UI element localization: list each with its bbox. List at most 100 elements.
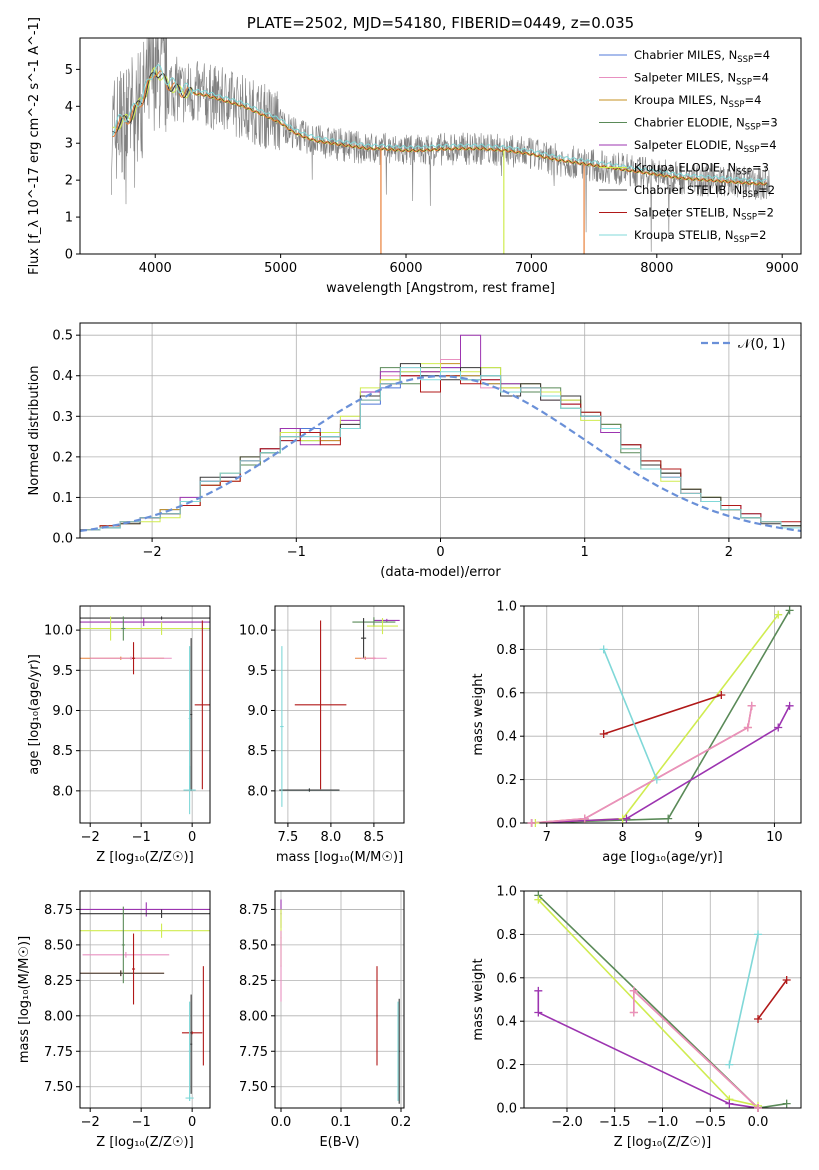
x-tick-label: 0.0 [271,1115,292,1130]
x-axis-label: E(B-V) [319,1135,359,1150]
y-tick-label: 8.00 [239,1009,268,1024]
x-tick-label: 0 [188,830,196,845]
y-axis-label: mass weight [471,673,486,755]
weight-line [757,979,788,1020]
x-tick-label: −1 [132,830,151,845]
y-tick-label: 0.0 [52,532,73,547]
axes-frame [79,890,211,1109]
x-tick-label: 0 [436,545,444,560]
weight-line [531,705,791,823]
y-tick-label: 0.0 [496,817,517,832]
weight-marker [754,1015,763,1024]
y-axis-label: mass [log₁₀(M/M☉)] [17,936,32,1063]
y-tick-label: 9.5 [52,664,73,679]
x-tick-label: 2 [725,545,733,560]
weight-marker [754,930,763,939]
y-tick-label: 0.2 [496,1058,517,1073]
y-tick-label: 8.0 [52,784,73,799]
y-tick-label: 0.2 [52,450,73,465]
y-tick-label: 1 [65,211,73,226]
y-tick-label: 9.0 [52,704,73,719]
y-tick-label: 10.0 [239,624,268,639]
weight-marker [774,610,783,619]
legend-label: Kroupa MILES, NSSP=4 [634,93,761,110]
x-tick-label: 0 [188,1115,196,1130]
y-tick-label: 0.5 [52,329,73,344]
chart-title: PLATE=2502, MJD=54180, FIBERID=0449, z=0… [247,14,634,32]
weight-marker [629,1008,638,1017]
legend-label: 𝒩(0, 1) [738,337,785,352]
legend-label: Salpeter STELIB, NSSP=2 [634,206,774,223]
x-tick-label: −0.5 [694,1115,726,1130]
weight-marker [599,730,608,739]
y-tick-label: 7.75 [239,1045,268,1060]
weight-marker [629,986,638,995]
model-spectrum-line [112,64,767,182]
axes-frame [274,890,405,1109]
axes-frame [79,605,211,824]
x-tick-label: 10 [766,830,783,845]
x-axis-label: Z [log₁₀(Z/Z☉)] [96,850,193,865]
y-tick-label: 9.0 [247,704,268,719]
y-tick-label: 8.75 [44,903,73,918]
legend-label: Kroupa STELIB, NSSP=2 [634,228,766,245]
weight-marker [754,1104,763,1112]
x-tick-label: 9000 [766,261,799,276]
y-tick-label: 4 [65,100,73,115]
x-tick-label: −1 [132,1115,151,1130]
x-tick-label: 0.2 [391,1115,412,1130]
y-tick-label: 0.6 [496,971,517,986]
weight-marker [725,1060,734,1069]
x-tick-label: 1 [581,545,589,560]
weight-line [602,649,658,780]
x-tick-label: −1.0 [647,1115,679,1130]
chart-z-weight: −2.0 −1.5 −1.0 −0.5 0.0 0.0 0.2 0.4 0.6 0.8 1.0 Z [… [471,885,802,1150]
plot-area [111,38,770,254]
y-tick-label: 8.25 [44,974,73,989]
x-tick-label: −1.5 [599,1115,631,1130]
y-tick-label: 0.4 [52,369,73,384]
y-axis-label: Flux [f_λ 10^-17 erg cm^-2 s^-1 A^-1] [27,17,42,275]
y-tick-label: 8.75 [239,903,268,918]
legend-label: Salpeter MILES, NSSP=4 [634,71,769,88]
x-tick-label: 4000 [139,261,172,276]
x-axis-label: age [log₁₀(age/yr)] [602,850,723,865]
chart-ebv-mass: 0.0 0.1 0.2 7.50 7.75 8.00 8.25 8.50 8.75 E(B-V) [239,890,412,1150]
axes-frame [523,605,802,824]
weight-marker [782,1099,791,1108]
y-tick-label: 8.50 [239,938,268,953]
x-tick-label: −2 [81,1115,100,1130]
x-tick-label: 5000 [264,261,297,276]
y-tick-label: 1.0 [496,885,517,900]
weight-marker [622,814,631,823]
x-tick-label: 8.5 [364,830,385,845]
chart-mass-age: 7.5 8.0 8.5 8.0 8.5 9.0 9.5 10.0 mass [log₁₀(M/M… [239,605,405,865]
y-axis-label: age [log₁₀(age/yr)] [27,654,42,775]
weight-marker [534,986,543,995]
y-tick-label: 2 [65,174,73,189]
plot-area [80,902,210,1101]
weight-marker [743,723,752,732]
y-tick-label: 7.50 [239,1080,268,1095]
y-tick-label: 7.75 [44,1045,73,1060]
weight-line [537,894,787,1108]
legend-label: Chabrier STELIB, NSSP=2 [634,183,775,200]
chart-age-weight: 7 8 9 10 0.0 0.2 0.4 0.6 0.8 1.0 age [log₁₀(age/yr… [471,600,802,865]
weight-line [603,694,722,735]
y-tick-label: 0.3 [52,410,73,425]
chart-z-mass: −2 −1 0 7.50 7.75 8.00 8.25 8.50 8.75 Z [log₁₀(Z/… [17,890,211,1150]
weight-marker [527,819,536,827]
chart-z-age: −2 −1 0 8.0 8.5 9.0 9.5 10.0 Z [log₁₀(Z/Z☉)] age … [27,605,211,865]
y-axis-label: mass weight [471,958,486,1040]
weight-marker [599,645,608,654]
y-tick-label: 0.8 [496,928,517,943]
y-tick-label: 3 [65,137,73,152]
y-tick-label: 1.0 [496,600,517,615]
y-tick-label: 8.25 [239,974,268,989]
x-tick-label: 6000 [389,261,422,276]
x-axis-label: Z [log₁₀(Z/Z☉)] [96,1135,193,1150]
x-tick-label: 8000 [640,261,673,276]
plot-area [80,334,801,532]
axes-frame [274,605,405,824]
